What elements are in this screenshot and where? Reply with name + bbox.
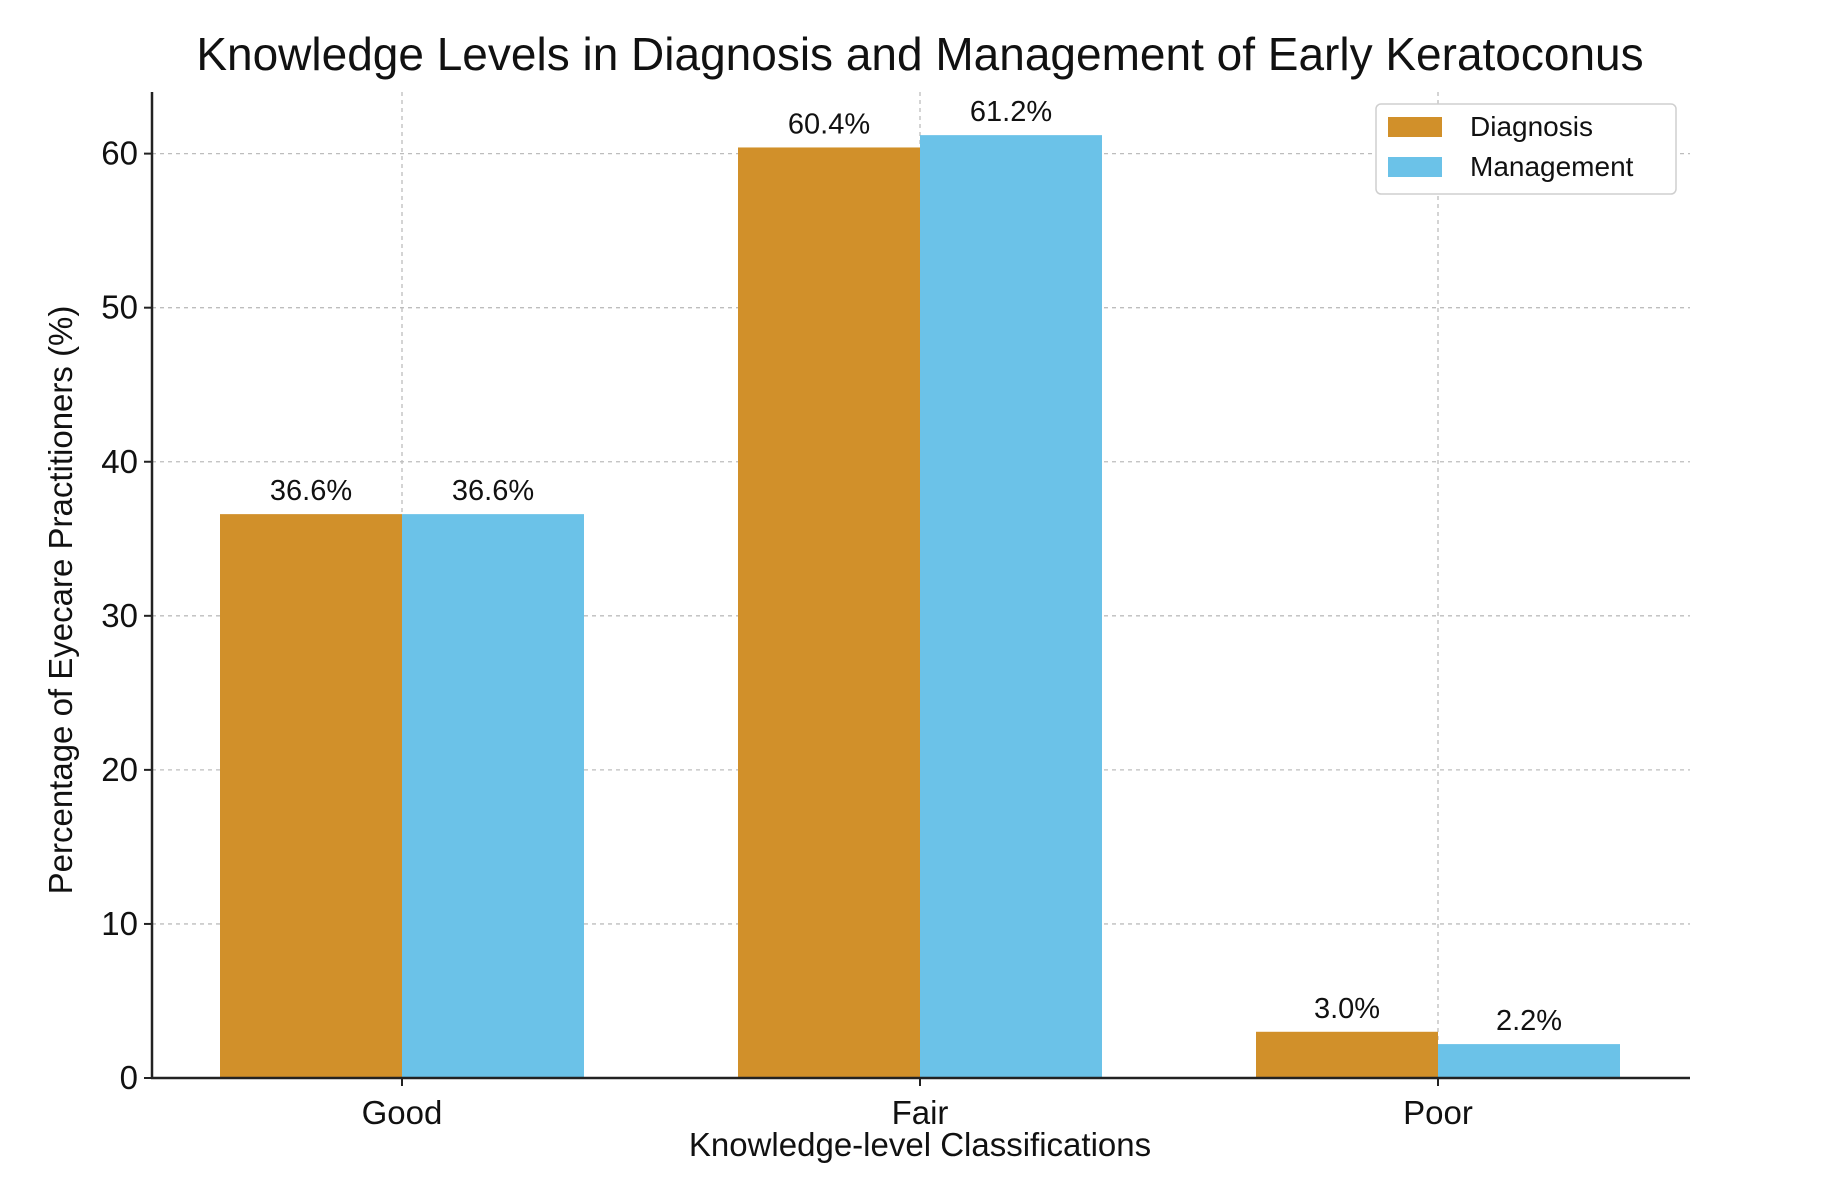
- bar-diagnosis-poor: [1256, 1031, 1438, 1078]
- x-tick-label: Good: [362, 1094, 443, 1131]
- axes: [144, 92, 1690, 1086]
- y-tick-label: 40: [101, 443, 138, 480]
- x-tick-label: Fair: [892, 1094, 949, 1131]
- y-tick-label: 60: [101, 135, 138, 172]
- legend-swatch-diagnosis: [1388, 117, 1442, 137]
- bar-diagnosis-good: [220, 514, 402, 1078]
- legend: Diagnosis Management: [1375, 103, 1677, 195]
- y-tick-label: 10: [101, 905, 138, 942]
- bar-management-poor: [1438, 1044, 1620, 1078]
- x-tick-label: Poor: [1403, 1094, 1473, 1131]
- y-axis-title: Percentage of Eyecare Practitioners (%): [42, 306, 79, 895]
- bar-diagnosis-fair: [738, 147, 920, 1078]
- bar-value-label: 2.2%: [1496, 1005, 1562, 1037]
- y-tick-label: 50: [101, 289, 138, 326]
- bars: [220, 135, 1620, 1078]
- bar-management-fair: [920, 135, 1102, 1078]
- chart-title: Knowledge Levels in Diagnosis and Manage…: [196, 28, 1643, 80]
- legend-label-management: Management: [1470, 151, 1634, 182]
- legend-box: [1375, 103, 1677, 195]
- y-tick-label: 20: [101, 751, 138, 788]
- labels: 0 10 20 30 40 50 60 36.6% 60.4% 3.0% 36.6% 61.2% 2.2…: [101, 96, 1562, 1131]
- bar-value-label: 3.0%: [1314, 993, 1380, 1025]
- y-tick-label: 0: [120, 1059, 138, 1096]
- legend-label-diagnosis: Diagnosis: [1470, 111, 1593, 142]
- y-tick-label: 30: [101, 597, 138, 634]
- bar-management-good: [402, 514, 584, 1078]
- bar-value-label: 36.6%: [452, 475, 534, 507]
- bar-value-label: 60.4%: [788, 108, 870, 140]
- legend-swatch-management: [1388, 157, 1442, 177]
- bar-value-label: 36.6%: [270, 475, 352, 507]
- x-axis-title: Knowledge-level Classifications: [689, 1126, 1151, 1163]
- bar-value-label: 61.2%: [970, 96, 1052, 128]
